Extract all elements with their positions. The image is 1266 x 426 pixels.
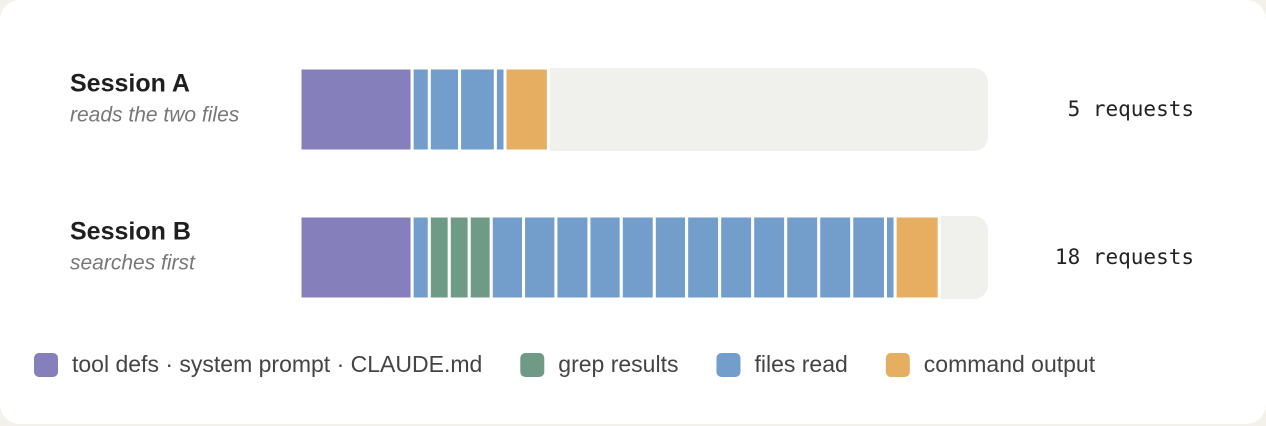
segment: [554, 214, 591, 301]
segment: [718, 214, 755, 301]
segment: [427, 66, 462, 153]
segment: [587, 214, 623, 301]
segment: [784, 214, 821, 301]
segment: [467, 214, 493, 301]
segment: [489, 214, 526, 301]
segment: [447, 214, 471, 301]
legend-swatch: [716, 353, 741, 377]
legend-swatch: [34, 353, 58, 377]
segment: [619, 214, 656, 301]
row-title: Session A: [70, 70, 190, 98]
content: Session A reads the two files 5 requests Se…: [34, 66, 1194, 377]
segment: [427, 214, 451, 301]
segment: [458, 66, 497, 153]
row-subtitle: reads the two files: [70, 104, 240, 127]
segment: [410, 66, 431, 153]
row-title: Session B: [70, 218, 191, 246]
legend-label: files read: [754, 351, 847, 377]
segment: [298, 66, 414, 153]
segment: [850, 214, 887, 301]
row-subtitle: searches first: [70, 252, 196, 275]
segment: [817, 214, 854, 301]
segment: [652, 214, 689, 301]
legend-label: grep results: [558, 351, 678, 377]
segment: [522, 214, 558, 301]
legend-label: command output: [924, 351, 1096, 377]
legend-swatch: [520, 353, 545, 377]
legend-label: tool defs · system prompt · CLAUDE.md: [72, 351, 482, 377]
row-note: 18 requests: [1055, 245, 1194, 269]
segment: [685, 214, 722, 301]
segment: [893, 214, 941, 301]
segment: [298, 214, 414, 301]
segment: [503, 66, 550, 153]
segment: [410, 214, 431, 301]
legend-swatch: [885, 353, 910, 377]
row-note: 5 requests: [1068, 97, 1194, 121]
segment: [751, 214, 788, 301]
